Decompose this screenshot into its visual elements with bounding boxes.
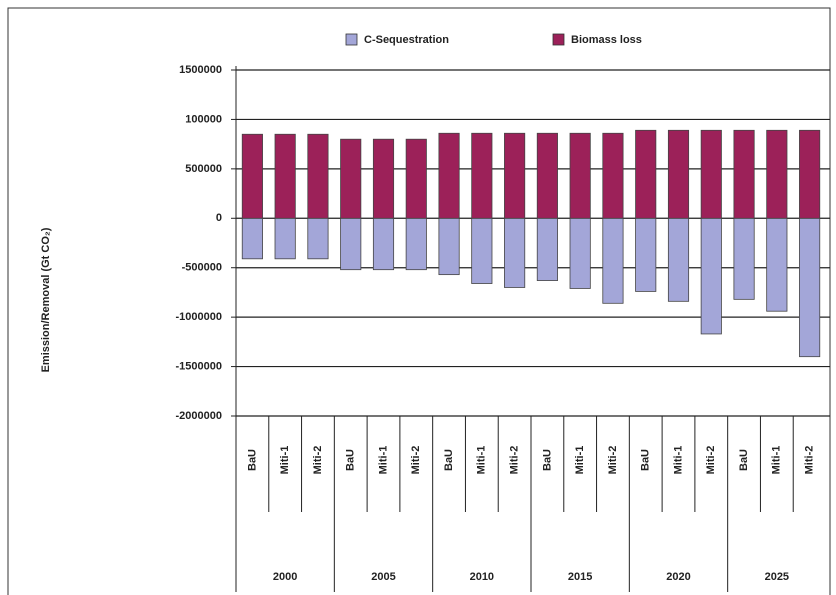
bar xyxy=(569,217,591,289)
y-tick-label: 500000 xyxy=(185,163,222,175)
frame xyxy=(7,7,831,595)
legend-label: Biomass loss xyxy=(571,34,642,46)
x-tick-label: Miti-2 xyxy=(410,446,422,475)
bar xyxy=(438,217,460,276)
x-tick-label: Miti-2 xyxy=(804,446,816,475)
bar xyxy=(536,132,558,219)
bar xyxy=(471,132,493,219)
x-tick-label: Miti-2 xyxy=(312,446,324,475)
x-tick-label: Miti-1 xyxy=(476,446,488,475)
bar xyxy=(504,217,526,288)
bar xyxy=(733,217,755,300)
bar xyxy=(504,132,526,219)
y-tick-label: -1500000 xyxy=(176,360,223,372)
group-label: 2015 xyxy=(568,571,592,583)
y-tick-label: 100000 xyxy=(185,113,222,125)
bar xyxy=(241,217,263,260)
bar xyxy=(700,129,722,219)
bar xyxy=(635,217,657,292)
group-label: 2020 xyxy=(666,571,690,583)
y-tick-label: -1000000 xyxy=(176,311,223,323)
legend-label: C-Sequestration xyxy=(364,34,449,46)
bar xyxy=(307,217,329,260)
x-tick-label: BaU xyxy=(738,449,750,471)
x-tick-label: Miti-1 xyxy=(279,446,291,475)
bar xyxy=(602,132,624,219)
bar xyxy=(471,217,493,284)
group-label: 2000 xyxy=(273,571,297,583)
bar xyxy=(536,217,558,281)
y-axis-label: Emission/Removal (Gt CO₂) xyxy=(40,227,52,372)
x-tick-label: Miti-2 xyxy=(607,446,619,475)
bar xyxy=(766,129,788,219)
bar xyxy=(274,217,296,260)
x-tick-label: BaU xyxy=(345,449,357,471)
bar xyxy=(274,133,296,219)
bar xyxy=(340,138,362,219)
group-label: 2010 xyxy=(470,571,494,583)
bar xyxy=(241,133,263,219)
y-tick-label: 0 xyxy=(216,212,222,224)
group-label: 2025 xyxy=(765,571,789,583)
bar xyxy=(372,217,395,271)
bar xyxy=(766,217,788,312)
x-tick-label: BaU xyxy=(541,449,553,471)
bar xyxy=(635,129,657,219)
x-tick-label: BaU xyxy=(640,449,652,471)
x-tick-label: Miti-1 xyxy=(771,446,783,475)
legend-swatch xyxy=(552,33,565,46)
x-tick-label: BaU xyxy=(246,449,258,471)
bar xyxy=(405,138,427,219)
bar xyxy=(667,217,690,302)
bar xyxy=(340,217,362,271)
y-tick-label: -2000000 xyxy=(176,410,223,422)
bar xyxy=(405,217,427,271)
bar xyxy=(307,133,329,219)
bar xyxy=(602,217,624,304)
legend-swatch xyxy=(345,33,358,46)
x-tick-label: BaU xyxy=(443,449,455,471)
x-tick-label: Miti-1 xyxy=(574,446,586,475)
bar xyxy=(372,138,395,219)
group-label: 2005 xyxy=(371,571,395,583)
y-tick-label: -500000 xyxy=(182,262,222,274)
x-tick-label: Miti-1 xyxy=(377,446,389,475)
y-tick-label: 1500000 xyxy=(179,64,222,76)
bar xyxy=(799,129,821,219)
x-tick-label: Miti-2 xyxy=(705,446,717,475)
bar xyxy=(438,132,460,219)
bar xyxy=(799,217,821,358)
bar xyxy=(700,217,722,335)
x-tick-label: Miti-2 xyxy=(509,446,521,475)
bar xyxy=(733,129,755,219)
x-tick-label: Miti-1 xyxy=(672,446,684,475)
bar xyxy=(569,132,591,219)
bar xyxy=(667,129,690,219)
